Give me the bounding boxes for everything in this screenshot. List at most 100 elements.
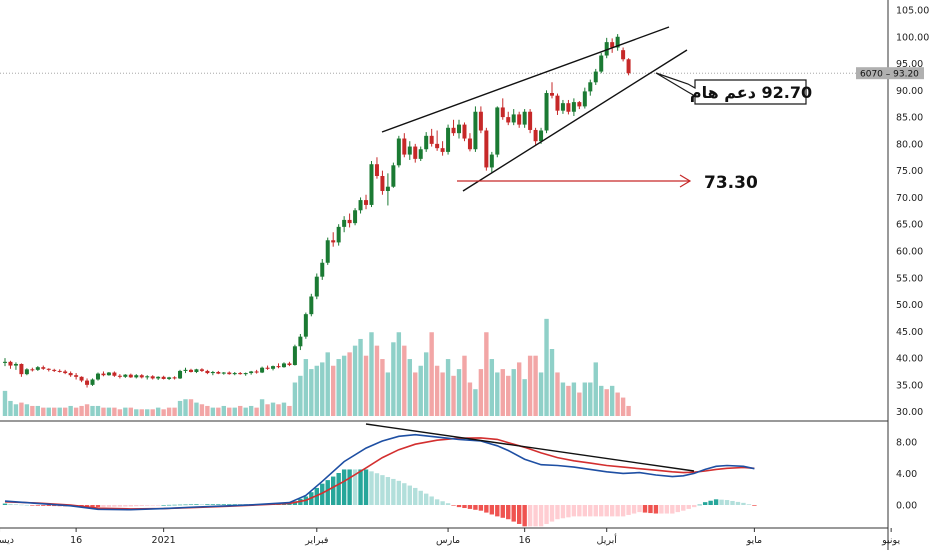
time-tick-label: ديسمبر [0, 535, 14, 546]
axes: 105.00 100.00 95.00 90.00 85.00 80.00 75.00 70.… [0, 6, 929, 546]
macd-histogram-bar [139, 505, 144, 506]
macd-histogram-bar [8, 503, 13, 505]
macd-histogram-bar [571, 505, 577, 517]
candle-body [167, 377, 172, 379]
wedge-lower-trendline [462, 49, 688, 192]
volume-bar [30, 405, 35, 416]
support-callout[interactable]: 92.70 دعم هام [655, 72, 812, 105]
time-tick-label: 16 [519, 535, 531, 546]
macd-histogram-bar [735, 501, 741, 505]
macd-histogram-bar [161, 505, 166, 506]
volume-bar [177, 400, 183, 416]
macd-histogram-bar [489, 505, 495, 515]
candle-body [271, 366, 276, 369]
macd-histogram-bar [391, 478, 396, 505]
price-tick-label: 35.00 [896, 380, 923, 391]
macd-histogram-bar [221, 504, 226, 505]
volume-bars [2, 318, 631, 416]
volume-bar [314, 365, 319, 416]
volume-bar [188, 399, 194, 416]
macd-histogram-bar [752, 505, 757, 506]
volume-bar [380, 359, 385, 416]
price-tick-label: 50.00 [896, 300, 923, 311]
macd-histogram-bar [407, 485, 412, 505]
volume-bar [145, 409, 150, 416]
volume-bar [522, 379, 527, 416]
macd-histogram-bar [150, 505, 155, 506]
volume-bar [128, 407, 134, 416]
candle-body [79, 376, 84, 381]
volume-bar [385, 372, 391, 416]
candle-body [249, 371, 254, 374]
candle-body [588, 82, 593, 92]
candle-body [281, 363, 286, 368]
macd-histogram-bar [314, 487, 319, 505]
volume-bar [533, 355, 538, 416]
time-tick-label: مارس [436, 535, 460, 546]
candle-body [331, 240, 336, 243]
candle-body [369, 164, 374, 205]
volume-bar [265, 404, 270, 416]
current-price-tag [856, 67, 924, 80]
candle-body [243, 373, 248, 375]
volume-bar [500, 369, 505, 416]
volume-bar [451, 375, 456, 416]
target-arrow[interactable]: 73.30 [457, 173, 758, 193]
macd-histogram-bar [648, 505, 653, 514]
macd-histogram-bar [325, 480, 330, 505]
volume-bar [287, 405, 292, 416]
candle-body [413, 146, 418, 159]
macd-histogram-bar [702, 502, 708, 505]
macd-panel [2, 433, 757, 527]
volume-bar [90, 405, 95, 416]
macd-histogram-bar [336, 473, 341, 505]
candle-body [117, 375, 122, 377]
candle-body [205, 370, 210, 374]
volume-bar [615, 392, 620, 416]
macd-histogram-bar [2, 503, 8, 505]
macd-histogram-bar [216, 504, 221, 505]
candle-body [221, 372, 226, 374]
macd-histogram-bar [331, 476, 336, 505]
macd-tick-label: 8.00 [896, 437, 917, 448]
macd-histogram-bar [664, 505, 670, 514]
price-tick-label: 30.00 [896, 407, 923, 418]
macd-histogram-bar [341, 469, 347, 505]
macd-histogram-bar [500, 505, 505, 518]
volume-bar [238, 405, 243, 416]
volume-bar [117, 409, 123, 416]
macd-histogram-bar [134, 505, 139, 507]
candle-body [309, 296, 314, 315]
candle-body [424, 135, 429, 150]
volume-bar [205, 405, 210, 416]
macd-tick-label: 4.00 [896, 469, 917, 480]
macd-histogram-bar [155, 505, 161, 506]
macd-histogram-bar [385, 477, 391, 505]
candle-body [292, 346, 297, 366]
macd-histogram-bar [194, 504, 199, 505]
candle-body [544, 93, 549, 131]
volume-bar [626, 405, 631, 416]
macd-histogram-bar [232, 504, 237, 505]
candle-body [3, 361, 7, 363]
macd-histogram-bar [538, 505, 544, 527]
volume-bar [418, 365, 423, 416]
candle-body [621, 50, 626, 60]
candle-body [495, 107, 500, 155]
volume-bar [506, 375, 511, 416]
volume-bar [303, 359, 309, 416]
candle-body [391, 165, 396, 187]
macd-histogram-bar [473, 505, 478, 510]
candle-body [440, 148, 445, 152]
macd-histogram-bar [741, 502, 746, 505]
volume-bar [19, 402, 24, 416]
candle-body [19, 363, 24, 375]
volume-bar [429, 332, 434, 416]
macd-histogram-bar [418, 490, 423, 505]
time-tick-label: يونيو [881, 535, 900, 546]
candle-body [467, 138, 472, 150]
volume-bar [46, 407, 51, 416]
macd-histogram-bar [183, 504, 188, 506]
candle-body [172, 377, 177, 379]
